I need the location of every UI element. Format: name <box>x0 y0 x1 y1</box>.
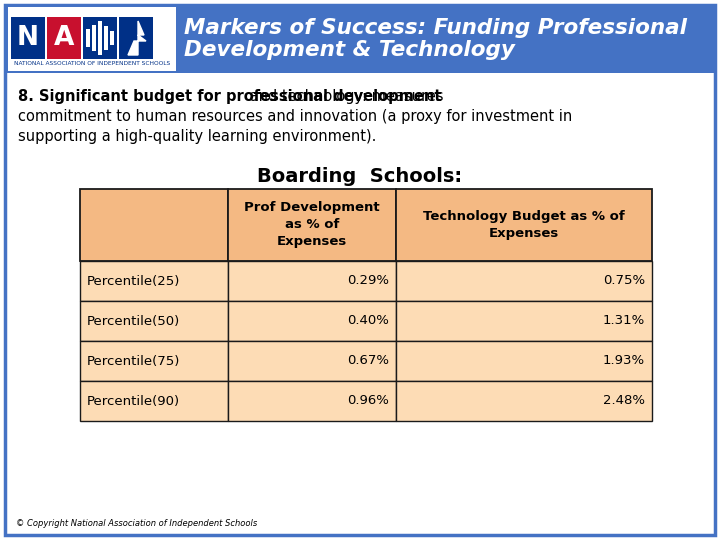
Text: Prof Development
as % of
Expenses: Prof Development as % of Expenses <box>244 201 380 248</box>
Text: Percentile(90): Percentile(90) <box>87 395 180 408</box>
Text: Percentile(25): Percentile(25) <box>87 274 181 287</box>
Text: 0.67%: 0.67% <box>347 354 389 368</box>
Text: A: A <box>54 25 74 51</box>
Bar <box>98 21 102 55</box>
Bar <box>119 17 153 59</box>
Bar <box>11 17 45 59</box>
Text: Percentile(75): Percentile(75) <box>87 354 181 368</box>
Bar <box>5 5 715 73</box>
Text: N: N <box>17 25 39 51</box>
Text: Percentile(50): Percentile(50) <box>87 314 180 327</box>
Text: Markers of Success: Funding Professional: Markers of Success: Funding Professional <box>184 18 687 38</box>
Bar <box>80 261 228 301</box>
Polygon shape <box>128 21 146 55</box>
Bar <box>80 341 228 381</box>
Bar <box>80 189 228 261</box>
Bar <box>396 381 652 421</box>
Text: 1.31%: 1.31% <box>603 314 645 327</box>
Bar <box>86 29 90 47</box>
Bar <box>228 189 396 261</box>
Bar <box>228 381 396 421</box>
Text: 0.40%: 0.40% <box>347 314 389 327</box>
Text: Boarding  Schools:: Boarding Schools: <box>258 167 462 186</box>
Text: 0.96%: 0.96% <box>347 395 389 408</box>
Text: Development & Technology: Development & Technology <box>184 40 515 60</box>
Bar <box>396 261 652 301</box>
Bar <box>92 25 96 51</box>
Text: commitment to human resources and innovation (a proxy for investment in: commitment to human resources and innova… <box>18 109 572 124</box>
Text: supporting a high-quality learning environment).: supporting a high-quality learning envir… <box>18 129 377 144</box>
Bar <box>228 301 396 341</box>
Text: 8. Significant budget for professional development: 8. Significant budget for professional d… <box>18 89 441 104</box>
Bar <box>104 26 108 50</box>
Bar <box>80 301 228 341</box>
Bar <box>8 7 176 71</box>
Bar <box>396 341 652 381</box>
Text: and technology: measures: and technology: measures <box>245 89 444 104</box>
Text: 1.93%: 1.93% <box>603 354 645 368</box>
Text: Technology Budget as % of
Expenses: Technology Budget as % of Expenses <box>423 210 625 240</box>
Text: © Copyright National Association of Independent Schools: © Copyright National Association of Inde… <box>16 519 257 528</box>
Bar <box>110 31 114 45</box>
Bar <box>396 301 652 341</box>
Text: 2.48%: 2.48% <box>603 395 645 408</box>
Text: 0.75%: 0.75% <box>603 274 645 287</box>
Bar <box>228 261 396 301</box>
Bar <box>228 341 396 381</box>
Text: 0.29%: 0.29% <box>347 274 389 287</box>
Text: NATIONAL ASSOCIATION OF INDEPENDENT SCHOOLS: NATIONAL ASSOCIATION OF INDEPENDENT SCHO… <box>14 61 170 66</box>
Bar <box>47 17 81 59</box>
Bar <box>83 17 117 59</box>
Bar <box>80 381 228 421</box>
Bar <box>396 189 652 261</box>
